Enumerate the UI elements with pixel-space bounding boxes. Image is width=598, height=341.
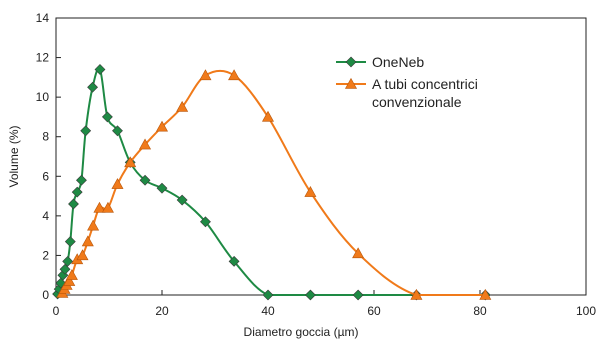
y-tick-label: 12 xyxy=(36,51,50,65)
x-tick-label: 80 xyxy=(473,304,487,318)
data-point xyxy=(87,219,100,231)
y-tick-label: 10 xyxy=(36,90,50,104)
x-tick-label: 20 xyxy=(155,304,169,318)
data-point xyxy=(304,185,317,197)
series-layer xyxy=(52,64,492,301)
data-point xyxy=(71,186,83,198)
y-tick-label: 14 xyxy=(36,11,50,25)
legend-label: convenzionale xyxy=(372,94,462,110)
data-point xyxy=(352,247,365,259)
data-point xyxy=(112,125,123,137)
data-point xyxy=(228,255,240,267)
chart-legend: OneNeb A tubi concentrici convenzionale xyxy=(336,54,478,110)
data-point xyxy=(101,201,114,213)
data-point xyxy=(261,110,275,122)
data-point xyxy=(199,69,212,81)
data-point xyxy=(62,255,74,267)
data-point xyxy=(155,120,169,132)
data-point xyxy=(479,288,492,300)
data-point xyxy=(139,174,151,186)
legend-label: OneNeb xyxy=(372,54,424,70)
y-tick-label: 0 xyxy=(42,288,49,302)
legend-marker xyxy=(345,56,357,68)
y-tick-label: 6 xyxy=(42,169,49,183)
x-tick-label: 100 xyxy=(576,304,596,318)
data-point xyxy=(228,69,241,81)
data-point xyxy=(93,201,106,213)
data-point xyxy=(76,174,87,186)
data-point xyxy=(124,156,137,168)
data-point xyxy=(262,289,274,301)
series-oneneb xyxy=(52,64,491,301)
y-axis-title: Volume (%) xyxy=(7,125,21,187)
legend-item: A tubi concentrici convenzionale xyxy=(336,76,478,110)
data-point xyxy=(81,235,94,247)
y-tick-label: 4 xyxy=(42,209,49,223)
data-point xyxy=(59,263,71,275)
data-point xyxy=(101,111,113,123)
data-point xyxy=(64,236,76,248)
chart-axes: 0 2 4 6 8 10 12 14 0 20 40 60 80 100 xyxy=(36,11,597,318)
data-point xyxy=(176,194,188,206)
data-point xyxy=(87,81,98,93)
data-point xyxy=(139,138,152,150)
data-point xyxy=(63,275,76,286)
x-tick-label: 60 xyxy=(367,304,381,318)
data-point xyxy=(176,100,189,112)
x-axis-title: Diametro goccia (µm) xyxy=(244,325,359,339)
data-point xyxy=(76,249,89,261)
data-point xyxy=(68,198,79,210)
data-point xyxy=(352,289,364,301)
data-point xyxy=(111,178,124,189)
x-tick-label: 40 xyxy=(261,304,275,318)
legend-item: OneNeb xyxy=(336,54,424,70)
data-point xyxy=(200,216,211,228)
y-tick-label: 8 xyxy=(42,130,49,144)
data-point xyxy=(304,289,316,301)
data-point xyxy=(80,125,92,137)
data-point xyxy=(156,182,168,194)
series-concentric xyxy=(56,69,492,300)
legend-marker xyxy=(344,77,358,89)
data-point xyxy=(94,64,106,75)
legend-label: A tubi concentrici xyxy=(372,76,478,92)
data-point xyxy=(410,288,423,300)
data-point xyxy=(65,269,78,280)
x-tick-label: 0 xyxy=(53,304,60,318)
y-tick-label: 2 xyxy=(42,248,49,262)
